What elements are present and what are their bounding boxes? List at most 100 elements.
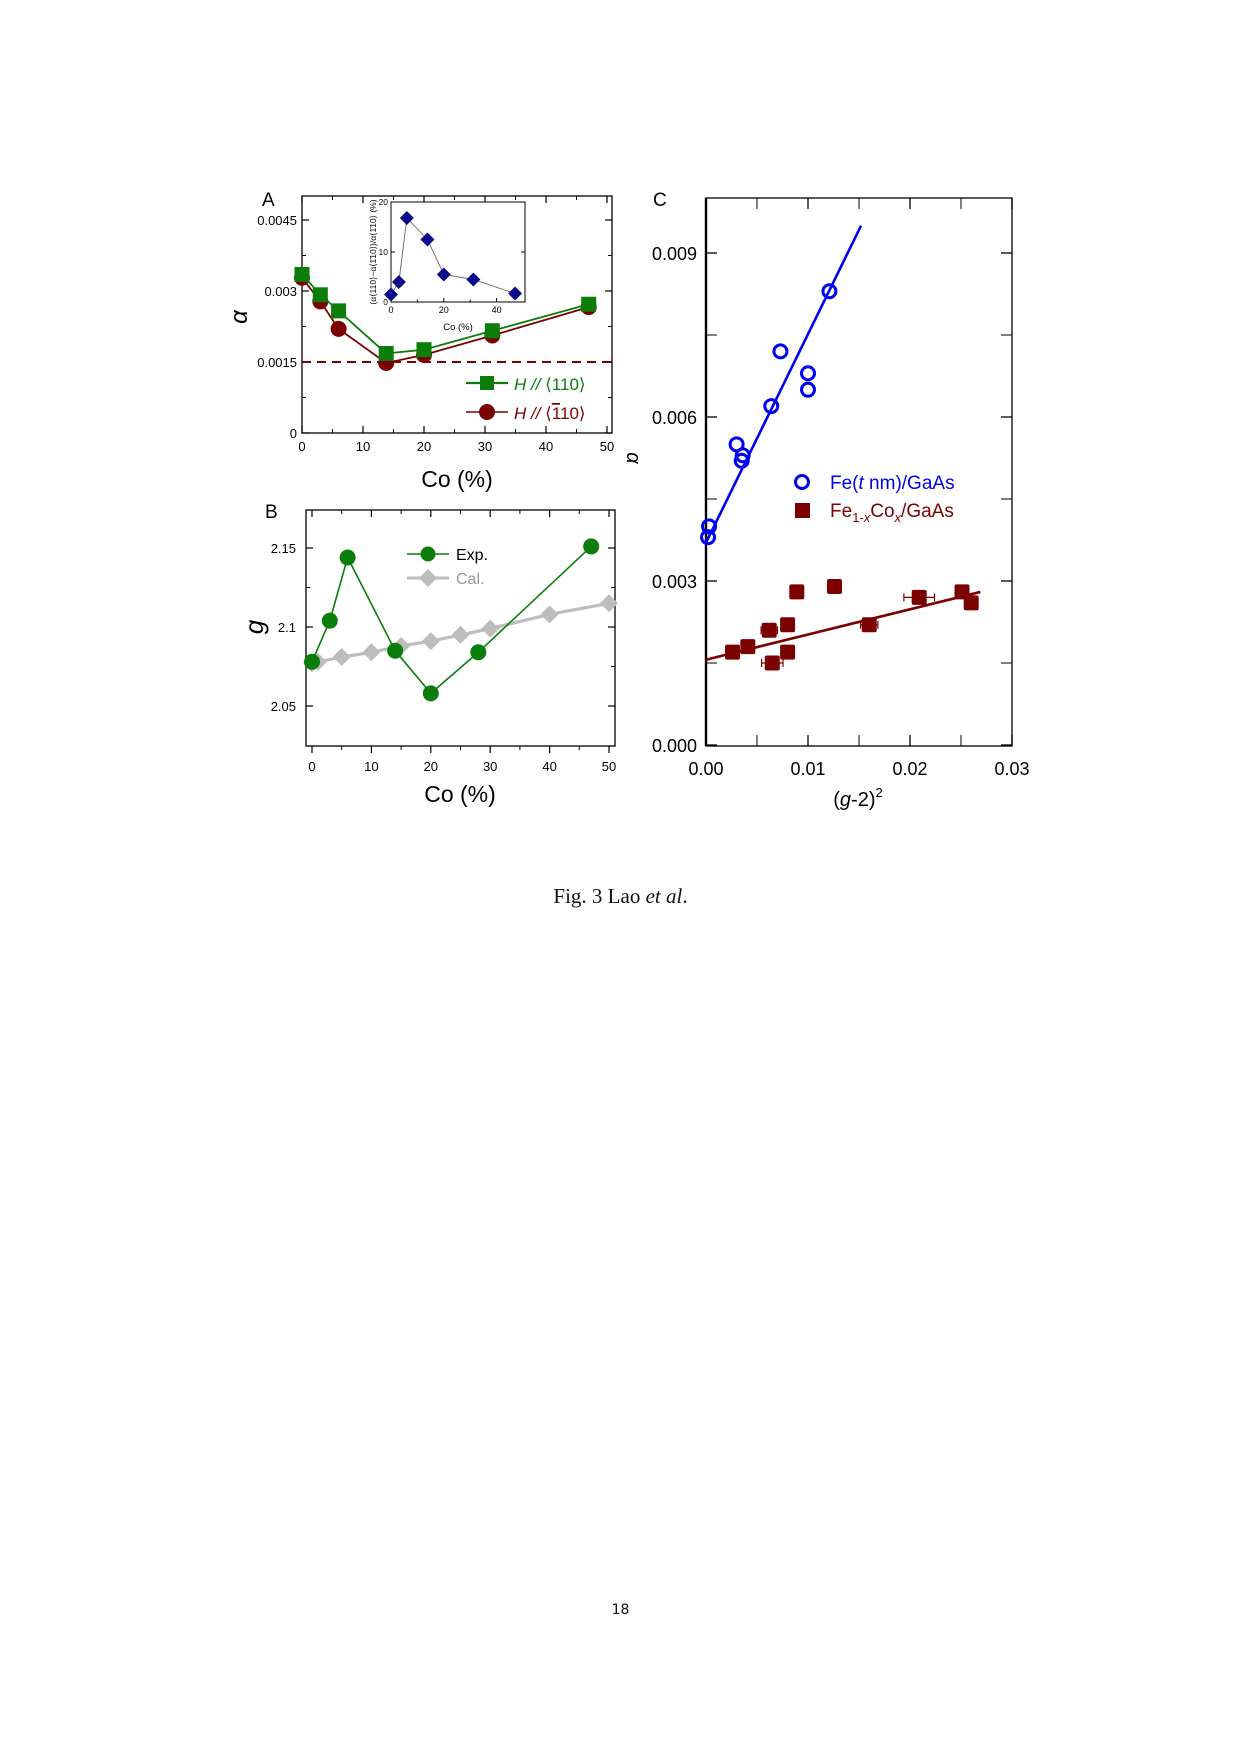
svg-text:0.02: 0.02 [892,759,927,779]
svg-text:2.05: 2.05 [271,699,296,714]
data-point [800,381,816,398]
data-point [540,605,559,624]
svg-text:10: 10 [364,759,378,774]
svg-text:0.003: 0.003 [652,572,697,592]
panel-a-ylabel: α [226,309,253,324]
data-point [399,211,414,225]
inset-frame [390,201,526,303]
panel-c-label: C [653,190,667,211]
panel-a-label: A [262,190,275,211]
panel-b-ylabel: g [239,619,269,634]
data-point [963,595,979,611]
data-point [330,320,347,337]
caption-suffix: . [682,884,688,908]
panel-c: C 0.00 0.01 0.02 0.03 0.000 0.003 0.006 0.009 (… [622,190,1030,811]
svg-text:0.03: 0.03 [994,759,1029,779]
svg-text:0: 0 [308,759,315,774]
svg-text:10: 10 [379,247,389,257]
svg-text:0: 0 [290,426,297,441]
svg-text:50: 50 [600,439,614,454]
svg-text:2.15: 2.15 [271,541,296,556]
panel-a-xlabel: Co (%) [421,466,493,492]
square-marker-icon [480,376,494,390]
page-number: 18 [611,1602,630,1618]
data-point [700,529,717,546]
svg-text:50: 50 [602,759,616,774]
svg-text:2.1: 2.1 [278,620,296,635]
panel-a-frame [301,195,613,434]
data-point [332,648,351,667]
panel-b-xlabel: Co (%) [424,781,496,807]
data-point [384,287,398,302]
data-point [789,584,805,600]
svg-text:0.009: 0.009 [652,244,697,264]
panel-a-data [294,266,612,371]
svg-text:40: 40 [542,759,556,774]
data-point [725,644,741,660]
data-point [484,323,500,339]
svg-text:0: 0 [298,439,305,454]
data-point [800,365,816,382]
svg-text:0.000: 0.000 [652,736,697,756]
panel-c-xlabel: (g-2)2 [833,785,882,811]
data-point [391,275,406,289]
data-point [583,538,600,555]
data-point [763,398,780,415]
legend-a-1bar10: H // ⟨110⟩ [514,404,586,423]
data-point [331,303,347,319]
panel-c-ylabel: α [622,452,644,464]
svg-text:0.0045: 0.0045 [257,213,297,228]
data-point [481,619,500,638]
caption-authors: et al [645,884,683,908]
data-point [378,345,394,361]
open-circle-marker-icon [794,474,810,490]
data-point [764,655,780,671]
inset-xlabel: Co (%) [443,322,473,333]
circle-marker-icon [479,404,495,420]
svg-text:30: 30 [483,759,497,774]
svg-text:0.003: 0.003 [264,284,297,299]
svg-text:0.0015: 0.0015 [257,355,297,370]
data-point [470,644,487,661]
panel-a: A 0 10 20 30 40 50 0 0.0015 0.003 0.0045 Co (%) α… [226,190,614,492]
data-point [600,594,618,613]
data-point [436,267,451,282]
figure-3: A 0 10 20 30 40 50 0 0.0015 0.003 0.0045 Co (%) α… [226,190,1030,811]
panel-a-legend: H // ⟨110⟩ H // ⟨110⟩ [466,375,586,423]
data-point [740,639,756,655]
panel-a-inset: 0 20 40 0 10 20 Co (%) (α⟨110⟩−α⟨1̄10⟩)/α⟨1̄1… [368,197,526,333]
diamond-marker-icon [419,569,437,587]
svg-text:10: 10 [356,439,370,454]
filled-square-marker-icon [795,503,810,518]
panel-c-frame [705,197,1013,747]
svg-text:0.00: 0.00 [688,759,723,779]
data-point [911,589,927,605]
data-point [466,272,481,287]
data-point [761,622,777,638]
svg-text:20: 20 [417,439,431,454]
data-point [827,578,843,594]
data-point [451,625,470,644]
data-point [421,632,440,651]
data-point [861,617,877,633]
data-point [387,642,404,659]
legend-b-cal: Cal. [456,571,484,588]
data-point [508,286,523,301]
svg-text:0.01: 0.01 [790,759,825,779]
data-point [821,283,838,300]
data-point [339,549,356,566]
data-point [422,685,439,702]
data-point [772,343,789,360]
data-point [294,266,310,282]
panel-b-legend: Exp. Cal. [407,546,488,588]
svg-text:0: 0 [383,297,388,307]
data-point [312,287,328,303]
svg-text:40: 40 [492,305,502,315]
panel-b-label: B [265,502,278,523]
caption-prefix: Fig. 3 Lao [553,884,646,908]
circle-marker-icon [420,546,436,562]
data-point [304,653,320,670]
svg-text:20: 20 [379,197,389,207]
legend-c-fe: Fe(t nm)/GaAs [830,473,955,494]
svg-text:0.006: 0.006 [652,408,697,428]
